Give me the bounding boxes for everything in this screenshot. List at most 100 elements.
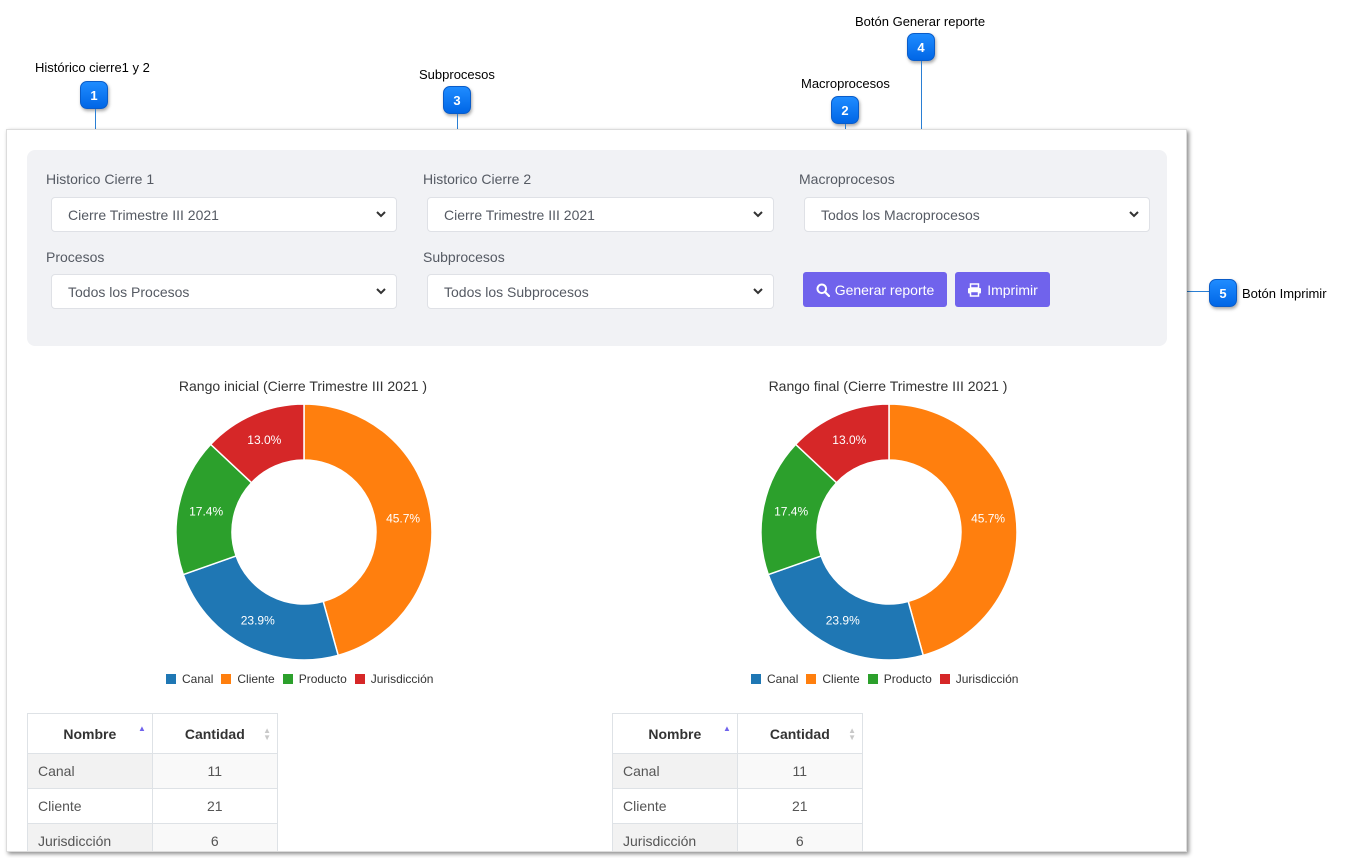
sort-icon[interactable]: ▲ ▼ — [848, 726, 856, 742]
slice-data-label: 13.0% — [247, 433, 281, 447]
search-icon — [816, 283, 830, 297]
printer-icon — [968, 282, 982, 297]
slice-cliente[interactable] — [303, 403, 433, 657]
annotation-label-2: Macroprocesos — [801, 76, 890, 91]
chevron-down-icon — [753, 288, 763, 295]
annotation-badge-5: 5 — [1209, 279, 1237, 307]
slice-canal[interactable] — [767, 555, 925, 661]
legend-label: Cliente — [822, 672, 860, 686]
legend-swatch-canal — [166, 674, 176, 684]
cell-nombre: Canal — [612, 753, 738, 789]
donut-chart-final: 45.7% 23.9% 17.4% 13.0% — [760, 403, 1018, 661]
legend-item-jurisdiccion: Jurisdicción — [939, 672, 1019, 686]
slice-jurisdiccion[interactable] — [794, 403, 890, 484]
annotation-badge-4: 4 — [907, 33, 935, 61]
annotation-label-1: Histórico cierre1 y 2 — [35, 60, 150, 75]
legend-swatch-jurisdiccion — [939, 674, 950, 684]
cell-nombre: Jurisdicción — [27, 823, 153, 851]
chevron-down-icon — [376, 211, 386, 218]
legend-label: Cliente — [237, 672, 275, 686]
print-button[interactable]: Imprimir — [955, 272, 1050, 307]
column-header-cantidad[interactable]: Cantidad ▲ ▼ — [736, 713, 864, 754]
legend-item-producto: Producto — [867, 672, 932, 686]
cell-cantidad: 11 — [151, 753, 279, 789]
macroprocesos-select[interactable]: Todos los Macroprocesos — [804, 197, 1150, 232]
subprocesos-select[interactable]: Todos los Subprocesos — [427, 274, 774, 309]
chart-legend-final: Canal Cliente Producto Jurisdicción — [751, 672, 1018, 686]
column-header-cantidad[interactable]: Cantidad ▲ ▼ — [151, 713, 279, 754]
slice-data-label: 17.4% — [189, 504, 223, 518]
table-row: Canal 11 — [27, 753, 279, 789]
column-header-label: Nombre — [63, 725, 117, 742]
cell-cantidad: 6 — [151, 823, 279, 851]
annotation-badge-1: 1 — [80, 81, 108, 109]
legend-label: Producto — [298, 672, 347, 686]
chart-title-initial: Rango inicial (Cierre Trimestre III 2021… — [178, 378, 428, 394]
sort-asc-icon[interactable]: ▲ — [723, 724, 731, 733]
subprocesos-value: Todos los Subprocesos — [444, 283, 589, 300]
table-header-row: Nombre ▲ Cantidad ▲ ▼ — [612, 713, 864, 754]
historico-cierre-1-label: Historico Cierre 1 — [46, 171, 155, 187]
chart-title-final: Rango final (Cierre Trimestre III 2021 ) — [768, 378, 1008, 394]
annotation-label-4: Botón Generar reporte — [855, 14, 986, 29]
cell-nombre: Canal — [27, 753, 153, 789]
subprocesos-label: Subprocesos — [423, 249, 505, 265]
legend-label: Canal — [767, 672, 799, 686]
print-label: Imprimir — [987, 281, 1038, 298]
legend-item-canal: Canal — [166, 672, 213, 686]
sort-asc-icon[interactable]: ▲ — [138, 724, 146, 733]
annotation-badge-3: 3 — [443, 86, 471, 114]
slice-cliente[interactable] — [888, 403, 1018, 657]
slice-canal[interactable] — [182, 555, 340, 661]
filter-section: Historico Cierre 1 Cierre Trimestre III … — [27, 150, 1167, 346]
historico-cierre-2-select[interactable]: Cierre Trimestre III 2021 — [427, 197, 774, 232]
cell-nombre: Jurisdicción — [612, 823, 738, 851]
column-header-label: Cantidad — [769, 725, 830, 742]
generate-report-label: Generar reporte — [834, 281, 935, 298]
procesos-label: Procesos — [46, 249, 105, 265]
historico-cierre-2-value: Cierre Trimestre III 2021 — [444, 206, 595, 223]
cell-nombre: Cliente — [612, 788, 738, 824]
slice-data-label: 17.4% — [774, 504, 808, 518]
summary-table-final: Nombre ▲ Cantidad ▲ ▼ Canal 11 Cliente 21 J… — [612, 713, 864, 851]
column-header-label: Cantidad — [184, 725, 245, 742]
table-header-row: Nombre ▲ Cantidad ▲ ▼ — [27, 713, 279, 754]
summary-table-initial: Nombre ▲ Cantidad ▲ ▼ Canal 11 Cliente 21 J… — [27, 713, 279, 851]
procesos-value: Todos los Procesos — [68, 283, 190, 300]
slice-data-label: 23.9% — [826, 614, 860, 628]
annotation-label-5: Botón Imprimir — [1242, 286, 1327, 301]
legend-swatch-canal — [751, 674, 761, 684]
legend-item-cliente: Cliente — [221, 672, 275, 686]
chart-legend-initial: Canal Cliente Producto Jurisdicción — [166, 672, 433, 686]
column-header-nombre[interactable]: Nombre ▲ — [612, 713, 738, 754]
cell-cantidad: 6 — [736, 823, 864, 851]
cell-cantidad: 21 — [151, 788, 279, 824]
generate-report-button[interactable]: Generar reporte — [803, 272, 947, 307]
slice-jurisdiccion[interactable] — [209, 403, 305, 484]
sort-icon[interactable]: ▲ ▼ — [263, 726, 271, 742]
legend-item-jurisdiccion: Jurisdicción — [354, 672, 433, 686]
legend-label: Canal — [182, 672, 214, 686]
chevron-down-icon — [1129, 211, 1139, 218]
legend-label: Jurisdicción — [955, 672, 1019, 686]
legend-item-canal: Canal — [751, 672, 798, 686]
legend-item-cliente: Cliente — [806, 672, 860, 686]
legend-swatch-cliente — [221, 674, 232, 684]
legend-swatch-jurisdiccion — [354, 674, 365, 684]
chevron-down-icon — [753, 211, 763, 218]
table-row: Jurisdicción 6 — [612, 823, 864, 851]
historico-cierre-2-label: Historico Cierre 2 — [423, 171, 532, 187]
cell-nombre: Cliente — [27, 788, 153, 824]
historico-cierre-1-select[interactable]: Cierre Trimestre III 2021 — [51, 197, 397, 232]
table-row: Canal 11 — [612, 753, 864, 789]
legend-label: Producto — [883, 672, 932, 686]
chevron-down-icon — [376, 288, 386, 295]
procesos-select[interactable]: Todos los Procesos — [51, 274, 397, 309]
donut-chart-initial: 45.7% 23.9% 17.4% 13.0% — [175, 403, 433, 661]
slice-data-label: 23.9% — [241, 614, 275, 628]
table-row: Cliente 21 — [27, 788, 279, 824]
legend-swatch-cliente — [806, 674, 817, 684]
slice-data-label: 45.7% — [971, 512, 1005, 526]
legend-swatch-producto — [867, 674, 878, 684]
column-header-nombre[interactable]: Nombre ▲ — [27, 713, 153, 754]
